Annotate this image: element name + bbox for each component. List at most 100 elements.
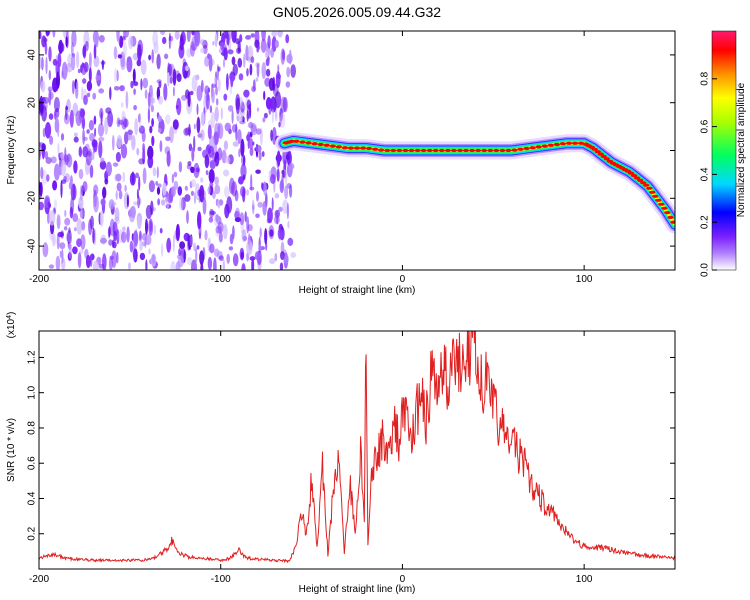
noise-blob [204,56,210,67]
noise-blob [47,86,53,92]
noise-blob [268,77,275,91]
noise-blob [133,245,136,262]
noise-blob [65,106,69,111]
noise-blob [256,191,259,202]
noise-blob [214,33,218,48]
ridge-peak-spot [347,146,355,150]
noise-blob [157,198,161,206]
noise-blob [138,176,141,191]
noise-blob [138,113,141,123]
noise-blob [41,56,44,71]
noise-blob [112,162,119,167]
ridge-peak-spot [553,142,561,147]
noise-blob [227,49,234,55]
noise-blob [140,59,147,76]
noise-blob [194,31,201,47]
noise-blob [244,211,247,223]
noise-blob [287,220,290,229]
noise-blob [227,105,234,112]
noise-blob [241,263,246,270]
ridge-peak-spot [541,144,548,148]
colorbar: 0.0 0.2 0.4 0.6 0.8 Normalized spectral ampl… [700,30,747,277]
ridge-peak-spot [630,174,638,178]
noise-blob [72,183,76,200]
noise-blob [107,110,114,128]
noise-blob [138,112,142,129]
noise-blob [283,254,289,265]
noise-blob [142,167,147,185]
noise-blob [105,161,112,177]
ridge-peak-spot [661,206,668,210]
ridge-peak-spot [462,148,470,153]
ridge-peak-spot [299,140,306,144]
noise-blob [117,119,124,126]
noise-blob [57,231,64,238]
noise-blob [53,163,60,181]
noise-blob [121,231,127,244]
noise-blob [220,107,223,120]
noise-blob [169,76,173,84]
noise-blob [56,233,60,250]
noise-blob [216,64,219,81]
noise-blob [247,233,251,245]
noise-blob [186,257,193,265]
noise-blob [262,117,266,123]
noise-blob [200,79,204,93]
ridge-peak-spot [353,146,361,150]
colorbar-tick-label: 0.4 [700,167,711,181]
noise-blob [85,40,89,52]
noise-blob [139,239,143,252]
noise-blob [184,127,192,136]
noise-blob [285,34,290,44]
ridge-peak-spot [335,145,342,149]
noise-blob [52,31,56,38]
noise-blob [99,210,104,227]
noise-blob [161,243,164,257]
ridge-peak-spot [468,148,476,153]
noise-blob [120,143,128,159]
ridge-peak-spot [359,146,367,150]
noise-blob [217,221,224,233]
noise-blob [188,143,193,152]
noise-blob [265,68,271,77]
colorbar-ticks: 0.0 0.2 0.4 0.6 0.8 [700,71,717,277]
noise-blob [277,228,283,240]
spectrogram-y-axis-label: Frequency (Hz) [6,116,17,185]
noise-blob [125,91,129,109]
noise-blob [98,88,105,94]
noise-blob [48,69,51,81]
noise-blob [120,57,126,71]
ridge-peak-spot [591,147,598,151]
noise-blob [223,169,230,177]
noise-blob [55,255,61,270]
noise-blob [274,193,280,199]
noise-blob [45,56,48,75]
colorbar-tick-label: 0.2 [700,215,711,229]
noise-blob [93,194,99,213]
noise-blob [261,31,266,42]
noise-blob [76,218,83,235]
noise-blob [165,136,171,142]
colorbar-label: Normalized spectral amplitude [736,82,747,217]
ridge-peak-spot [378,148,385,152]
noise-blob [49,210,56,226]
noise-blob [136,59,142,67]
noise-blob [80,63,87,75]
noise-blob [286,66,291,78]
snr-y-ticks: 0.2 0.4 0.6 0.8 1.0 1.2 [27,350,675,541]
noise-blob [93,184,99,196]
snr-series-line [39,331,675,564]
ridge-peak-spot [547,143,554,147]
noise-blob [47,201,50,207]
noise-blob [160,199,166,206]
noise-blob [282,171,285,178]
noise-blob [167,193,174,204]
noise-blob [137,215,142,230]
noise-blob [76,51,80,69]
noise-blob [156,186,161,195]
noise-blob [239,100,246,118]
noise-blob [126,194,129,208]
noise-blob [145,234,152,246]
noise-blob [187,234,190,251]
